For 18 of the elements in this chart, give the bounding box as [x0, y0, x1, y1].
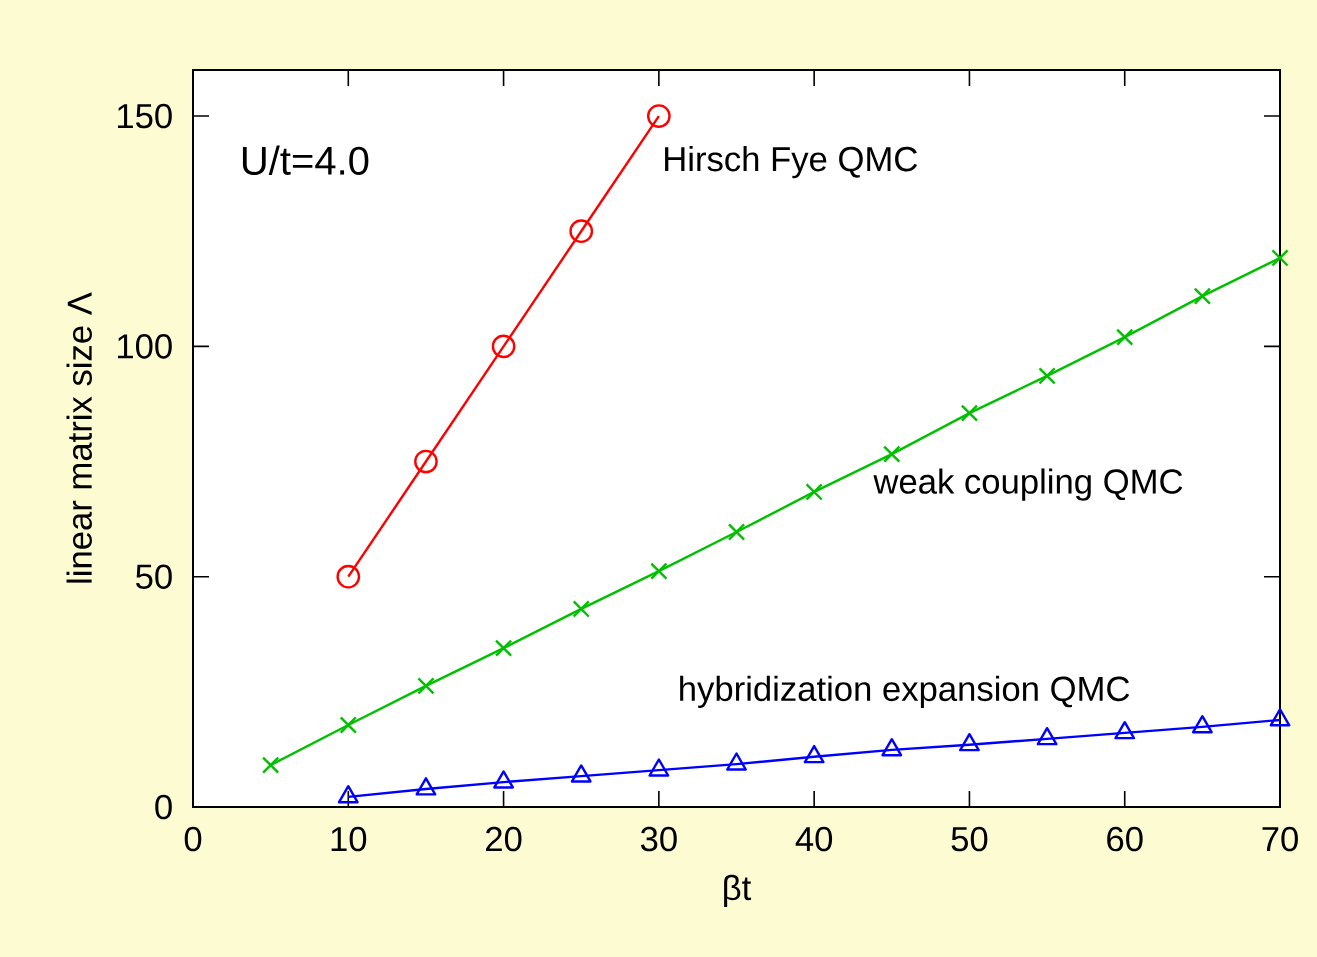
x-tick-label: 10: [331, 826, 367, 852]
x-tick-label: 30: [640, 826, 677, 852]
x-tick-label: 0: [184, 826, 202, 852]
x-tick-label: 40: [795, 826, 833, 852]
y-tick-label: 0: [155, 794, 172, 820]
x-axis-title: βt: [724, 874, 752, 908]
x-tick-label: 60: [1107, 826, 1143, 852]
x-tick-label: 20: [486, 826, 522, 852]
y-axis-title: linear matrix size Λ: [66, 292, 92, 583]
y-tick-label: 100: [117, 334, 172, 359]
y-tick-label: 150: [117, 103, 172, 129]
series-label: hybridization expansion QMC: [680, 675, 1130, 708]
annotation: U/t=4.0: [242, 145, 369, 175]
x-tick-label: 70: [1262, 826, 1298, 852]
legend-label: Hirsch Fye QMC: [665, 145, 918, 179]
y-tick-label: 50: [136, 564, 172, 589]
series-label: weak coupling QMC: [873, 468, 1183, 501]
x-tick-label: 50: [951, 826, 988, 852]
